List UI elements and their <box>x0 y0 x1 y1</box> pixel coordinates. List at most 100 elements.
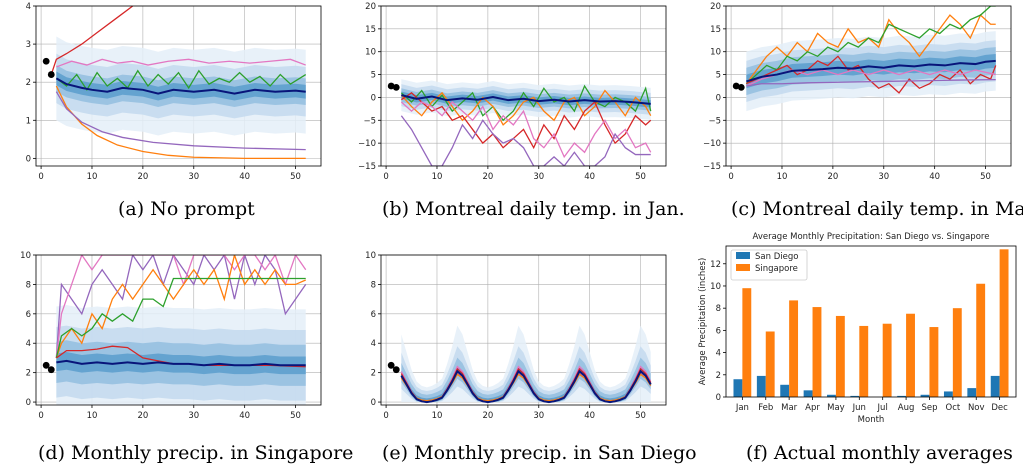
bar-singapore <box>742 288 752 397</box>
x-tick-label: 10 <box>87 411 98 421</box>
x-tick-label: 10 <box>432 172 443 182</box>
caption-d: (d) Monthly precip. in Singapore <box>38 442 354 464</box>
median-line <box>400 369 652 404</box>
y-tick-label: 12 <box>710 260 721 270</box>
sample-line <box>50 6 134 75</box>
y-tick-label: 2 <box>371 369 376 379</box>
sample-line <box>745 6 996 85</box>
panel-a: 0 10 20 30 40 50 0 1 2 3 4 <box>0 0 330 185</box>
y-tick-label: −10 <box>358 139 376 149</box>
y-tick-label: −5 <box>363 116 376 126</box>
x-tick-label: 0 <box>728 172 733 182</box>
legend-label: San Diego <box>755 252 798 262</box>
x-tick-label: 0 <box>38 172 43 182</box>
x-tick-label: Aug <box>898 403 915 413</box>
bar-san-diego <box>827 394 836 397</box>
x-axis-label: Month <box>858 415 885 425</box>
x-tick-label: 30 <box>533 172 544 182</box>
x-tick-label: 0 <box>38 411 43 421</box>
x-tick-label: 40 <box>239 172 250 182</box>
x-tick-label: Jan <box>735 403 749 413</box>
bar-san-diego <box>780 384 790 397</box>
plot-area <box>400 79 652 166</box>
y-tick-label: 6 <box>716 326 721 336</box>
x-tick-label: Dec <box>991 403 1008 413</box>
x-tick-label: 50 <box>290 411 301 421</box>
x-tick-label: 50 <box>635 172 646 182</box>
caption-a: (a) No prompt <box>118 198 255 220</box>
panel-e: 0 10 20 30 40 50 0 2 4 6 8 10 <box>345 250 675 421</box>
bar-san-diego <box>803 390 813 397</box>
sample-line <box>746 78 996 87</box>
legend-swatch <box>736 252 750 259</box>
x-tick-label: 50 <box>980 172 991 182</box>
x-tick-label: 40 <box>584 411 595 421</box>
panel-d: 0 10 20 30 40 50 0 2 4 6 8 10 <box>0 250 330 421</box>
y-tick-label: 0 <box>26 154 31 164</box>
y-tick-label: 10 <box>710 48 721 58</box>
chart-c: 0 10 20 30 40 50 −15 −10 −5 0 5 10 15 20 <box>703 2 1012 182</box>
quantile-band <box>56 71 306 101</box>
x-tick-label: Jul <box>877 403 888 413</box>
bar-singapore <box>789 300 799 397</box>
bar-singapore <box>765 331 775 397</box>
y-tick-label: 4 <box>26 2 31 12</box>
x-tick-label: May <box>827 403 845 413</box>
x-tick-label: 20 <box>827 172 838 182</box>
y-tick-label: 10 <box>710 282 721 292</box>
x-tick-label: Sep <box>921 403 937 413</box>
bar-san-diego <box>756 375 766 397</box>
y-tick-label: 3 <box>26 40 31 50</box>
x-tick-label: 20 <box>482 172 493 182</box>
sample-line <box>55 277 306 359</box>
y-tick-label: 8 <box>371 280 376 290</box>
x-tick-label: 20 <box>137 172 148 182</box>
y-tick-label: 15 <box>710 25 721 35</box>
bar-san-diego <box>850 395 860 397</box>
bar-san-diego <box>943 391 953 397</box>
y-tick-label: −5 <box>708 116 721 126</box>
context-point <box>42 57 50 65</box>
caption-b: (b) Montreal daily temp. in Jan. <box>382 198 685 220</box>
y-tick-label: 6 <box>26 310 31 320</box>
y-tick-label: 0 <box>716 393 721 403</box>
y-tick-label: −15 <box>358 162 376 172</box>
y-tick-label: 1 <box>26 116 31 126</box>
x-tick-label: 10 <box>87 172 98 182</box>
y-tick-label: 15 <box>365 25 376 35</box>
bar-singapore <box>859 325 869 397</box>
bar-singapore <box>906 313 915 397</box>
y-tick-label: −10 <box>703 139 721 149</box>
x-tick-label: Jun <box>852 403 866 413</box>
sample-line <box>745 14 996 85</box>
chart-title: Average Monthly Precipitation: San Diego… <box>753 232 990 242</box>
x-tick-label: Oct <box>946 403 961 413</box>
y-tick-label: 10 <box>20 251 31 261</box>
y-tick-label: 20 <box>710 2 721 12</box>
chart-a: 0 10 20 30 40 50 0 1 2 3 4 <box>26 2 322 182</box>
y-tick-label: 10 <box>365 251 376 261</box>
y-tick-label: 4 <box>371 339 376 349</box>
y-tick-label: 5 <box>716 71 721 81</box>
bar-singapore <box>999 249 1009 397</box>
sample-line <box>55 255 306 359</box>
x-tick-label: 30 <box>188 172 199 182</box>
axes-frame <box>380 5 667 167</box>
x-tick-label: 0 <box>383 411 388 421</box>
y-tick-label: 6 <box>371 310 376 320</box>
panel-c: 0 10 20 30 40 50 −15 −10 −5 0 5 10 15 20 <box>690 0 1020 185</box>
axes-frame <box>725 245 1017 398</box>
x-tick-label: 40 <box>929 172 940 182</box>
panel-b: 0 10 20 30 40 50 −15 −10 −5 0 5 10 15 20 <box>345 0 675 185</box>
x-tick-label: 50 <box>635 411 646 421</box>
bar-singapore <box>976 283 986 397</box>
plot-area <box>55 255 307 405</box>
bar-san-diego <box>920 394 930 397</box>
bar-singapore <box>952 308 962 397</box>
bar-singapore <box>929 327 939 397</box>
quantile-band <box>746 54 996 89</box>
bar-san-diego <box>967 388 977 397</box>
x-tick-label: 30 <box>188 411 199 421</box>
x-tick-label: 20 <box>137 411 148 421</box>
bar-singapore <box>812 307 822 397</box>
